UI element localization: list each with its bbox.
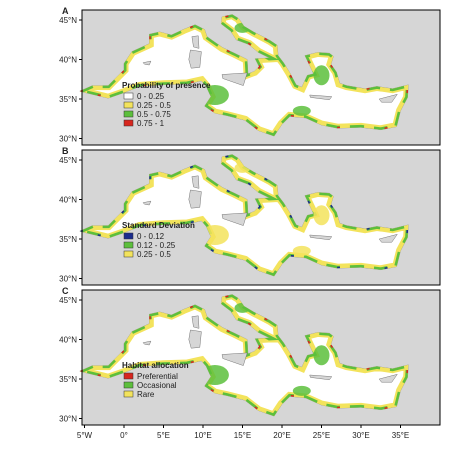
map-panel: C45°N 40°N 35°N 30°N Habitat allocation Prefe… xyxy=(59,286,441,426)
island xyxy=(221,352,248,366)
legend-item: 0.12 - 0.25 xyxy=(137,241,176,250)
habitat-patch xyxy=(292,245,311,256)
legend-swatch xyxy=(123,381,134,389)
lon-label: 5°W xyxy=(77,431,93,440)
legend-title: Probability of presence xyxy=(122,81,211,90)
lat-label: 35°N xyxy=(59,235,77,244)
legend-swatch xyxy=(123,92,134,100)
lat-label: 40°N xyxy=(59,196,77,205)
lon-label: 35°E xyxy=(392,431,409,440)
legend-swatch xyxy=(123,101,134,109)
lat-label: 40°N xyxy=(59,56,77,65)
legend-title: Habitat allocation xyxy=(122,361,189,370)
island xyxy=(142,200,152,206)
lat-label: 40°N xyxy=(59,336,77,345)
island xyxy=(142,340,152,346)
legend-swatch xyxy=(123,119,134,127)
legend: Probability of presence 0 - 0.250.25 - 0.… xyxy=(122,81,211,128)
habitat-patch xyxy=(292,385,311,396)
lat-label: 30°N xyxy=(59,135,77,144)
panel-frame xyxy=(81,9,441,146)
lat-label: 35°N xyxy=(59,95,77,104)
habitat-patch xyxy=(313,345,330,366)
panel-label: A xyxy=(62,6,69,16)
legend-item: 0.75 - 1 xyxy=(137,119,165,128)
legend-item: Rare xyxy=(137,390,155,399)
legend-swatch xyxy=(123,372,134,380)
lon-label: 10°E xyxy=(194,431,211,440)
legend-item: 0 - 0.25 xyxy=(137,92,165,101)
legend-item: 0.25 - 0.5 xyxy=(137,250,171,259)
legend-item: Occasional xyxy=(137,381,177,390)
island xyxy=(188,329,202,349)
panel-frame xyxy=(81,289,441,426)
legend-title: Standard Deviation xyxy=(122,221,195,230)
lat-label: 45°N xyxy=(59,16,77,25)
island xyxy=(188,189,202,209)
island xyxy=(309,94,333,101)
lat-label: 45°N xyxy=(59,156,77,165)
legend-swatch xyxy=(123,241,134,249)
island xyxy=(188,49,202,69)
lon-label: 30°E xyxy=(352,431,369,440)
map-panel: B45°N 40°N 35°N 30°N Standard Deviation 0 - 0… xyxy=(59,146,441,286)
habitat-patch xyxy=(313,205,330,226)
lon-label: 25°E xyxy=(313,431,330,440)
island xyxy=(378,373,398,383)
lat-label: 45°N xyxy=(59,296,77,305)
lon-label: 15°E xyxy=(234,431,251,440)
lon-label: 5°E xyxy=(157,431,170,440)
island xyxy=(191,35,200,49)
island xyxy=(309,374,333,381)
island xyxy=(191,315,200,329)
habitat-patch xyxy=(292,105,311,116)
legend: Habitat allocation PreferentialOccasional… xyxy=(122,361,189,399)
legend-item: 0.25 - 0.5 xyxy=(137,101,171,110)
legend-swatch xyxy=(123,232,134,240)
lat-label: 30°N xyxy=(59,415,77,424)
lon-label: 0° xyxy=(120,431,128,440)
legend-item: Preferential xyxy=(137,372,178,381)
habitat-patch xyxy=(313,65,330,86)
island xyxy=(191,175,200,189)
island xyxy=(142,60,152,66)
island xyxy=(221,72,248,86)
legend-item: 0.5 - 0.75 xyxy=(137,110,171,119)
lat-label: 35°N xyxy=(59,375,77,384)
legend-swatch xyxy=(123,390,134,398)
legend-item: 0 - 0.12 xyxy=(137,232,165,241)
panel-label: C xyxy=(62,286,69,296)
panel-label: B xyxy=(62,146,69,156)
lat-label: 30°N xyxy=(59,275,77,284)
panel-frame xyxy=(81,149,441,286)
lon-label: 20°E xyxy=(273,431,290,440)
map-panel: A45°N 40°N 35°N 30°N Probability of presence… xyxy=(59,6,441,146)
island xyxy=(378,233,398,243)
island xyxy=(378,93,398,103)
legend-swatch xyxy=(123,250,134,258)
island xyxy=(221,212,248,226)
island xyxy=(309,234,333,241)
legend: Standard Deviation 0 - 0.120.12 - 0.250.2… xyxy=(122,221,195,259)
legend-swatch xyxy=(123,110,134,118)
